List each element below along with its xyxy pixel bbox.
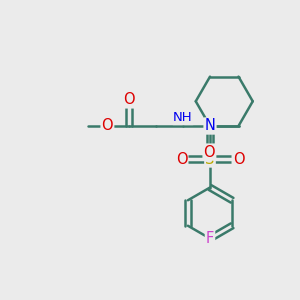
- Text: O: O: [102, 118, 113, 134]
- Text: O: O: [123, 92, 135, 107]
- Text: O: O: [204, 145, 215, 160]
- Text: N: N: [205, 118, 215, 134]
- Text: S: S: [205, 152, 215, 166]
- Text: F: F: [206, 231, 214, 246]
- Text: O: O: [233, 152, 244, 166]
- Text: O: O: [176, 152, 187, 166]
- Text: NH: NH: [173, 111, 193, 124]
